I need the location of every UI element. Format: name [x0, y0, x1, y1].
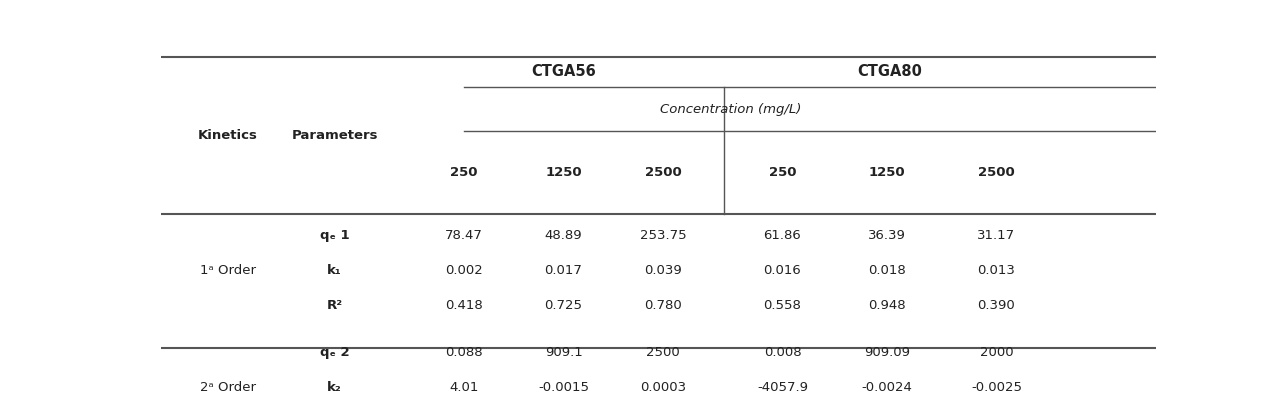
Text: 0.418: 0.418: [446, 299, 483, 312]
Text: 2ᵃ Order: 2ᵃ Order: [200, 381, 257, 394]
Text: 31.17: 31.17: [977, 228, 1016, 242]
Text: 0.0003: 0.0003: [639, 381, 686, 394]
Text: 0.558: 0.558: [764, 299, 801, 312]
Text: 253.75: 253.75: [639, 228, 687, 242]
Text: k₂: k₂: [327, 381, 342, 394]
Text: 0.948: 0.948: [868, 299, 905, 312]
Text: 1250: 1250: [546, 166, 582, 179]
Text: 0.002: 0.002: [446, 264, 483, 277]
Text: 61.86: 61.86: [764, 228, 801, 242]
Text: 0.016: 0.016: [764, 264, 801, 277]
Text: -0.0024: -0.0024: [862, 381, 913, 394]
Text: 0.008: 0.008: [764, 346, 801, 359]
Text: R²: R²: [326, 299, 343, 312]
Text: CTGA80: CTGA80: [856, 65, 922, 80]
Text: qₑ 1: qₑ 1: [320, 228, 349, 242]
Text: 2500: 2500: [646, 346, 681, 359]
Text: 250: 250: [451, 166, 478, 179]
Text: 0.390: 0.390: [977, 299, 1016, 312]
Text: 0.039: 0.039: [645, 264, 682, 277]
Text: qₑ 2: qₑ 2: [320, 346, 349, 359]
Text: 0.017: 0.017: [544, 264, 583, 277]
Text: 1250: 1250: [868, 166, 905, 179]
Text: -4057.9: -4057.9: [758, 381, 808, 394]
Text: 78.47: 78.47: [446, 228, 483, 242]
Text: k₁: k₁: [327, 264, 342, 277]
Text: 0.013: 0.013: [977, 264, 1016, 277]
Text: 48.89: 48.89: [544, 228, 583, 242]
Text: 2500: 2500: [978, 166, 1014, 179]
Text: 4.01: 4.01: [449, 381, 479, 394]
Text: 0.018: 0.018: [868, 264, 905, 277]
Text: 909.1: 909.1: [544, 346, 583, 359]
Text: 2000: 2000: [980, 346, 1013, 359]
Text: Parameters: Parameters: [291, 129, 377, 142]
Text: 0.088: 0.088: [446, 346, 483, 359]
Text: 0.725: 0.725: [544, 299, 583, 312]
Text: Kinetics: Kinetics: [198, 129, 258, 142]
Text: 250: 250: [769, 166, 796, 179]
Text: 2500: 2500: [645, 166, 682, 179]
Text: 0.780: 0.780: [645, 299, 682, 312]
Text: CTGA56: CTGA56: [532, 65, 596, 80]
Text: 36.39: 36.39: [868, 228, 905, 242]
Text: -0.0025: -0.0025: [971, 381, 1022, 394]
Text: 1ᵃ Order: 1ᵃ Order: [200, 264, 257, 277]
Text: 909.09: 909.09: [864, 346, 910, 359]
Text: -0.0015: -0.0015: [538, 381, 589, 394]
Text: Concentration (mg/L): Concentration (mg/L): [660, 103, 801, 116]
